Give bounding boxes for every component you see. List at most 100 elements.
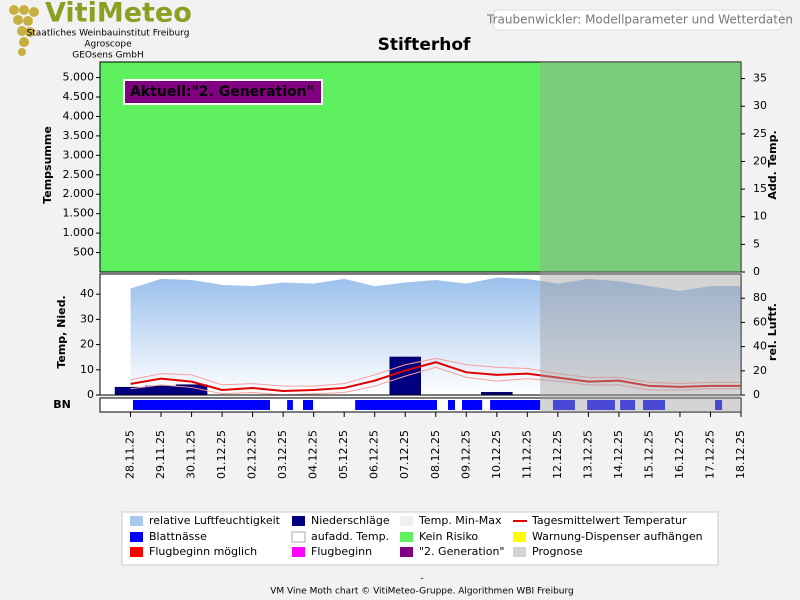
y-tick-label: 0 bbox=[87, 388, 94, 401]
y-tick-label: 10 bbox=[80, 363, 94, 376]
x-tick-label: 07.12.25 bbox=[398, 430, 411, 479]
institute: Staatliches Weinbauinstitut Freiburg bbox=[27, 29, 190, 39]
x-tick-label: 13.12.25 bbox=[581, 430, 594, 479]
legend-label: aufadd. Temp. bbox=[311, 530, 389, 543]
footer-dash: - bbox=[420, 574, 423, 584]
y2-tick-label: 10 bbox=[753, 210, 767, 223]
x-tick-label: 14.12.25 bbox=[612, 430, 625, 479]
x-tick-label: 05.12.25 bbox=[337, 430, 350, 479]
institute: Agroscope bbox=[84, 40, 132, 50]
mean-temp-line bbox=[130, 361, 741, 392]
x-tick-label: 18.12.25 bbox=[734, 430, 747, 479]
y2-tick-label: 15 bbox=[753, 182, 767, 195]
annotation: Aktuell:"2. Generation" bbox=[130, 84, 314, 100]
leaf-wetness bbox=[715, 400, 723, 410]
forecast-overlay bbox=[540, 62, 741, 412]
legend: relative Luftfeuchtigkeit Niederschläge Te… bbox=[130, 514, 703, 558]
x-tick-label: 17.12.25 bbox=[703, 430, 716, 479]
institute: GEOsens GmbH bbox=[72, 51, 143, 61]
humidity-area bbox=[130, 277, 741, 395]
leaf-wetness bbox=[552, 400, 575, 410]
leaf-wetness bbox=[620, 400, 636, 410]
y-tick-label: 2.500 bbox=[63, 168, 95, 181]
footer: VM Vine Moth chart © VitiMeteo-Gruppe. A… bbox=[270, 587, 574, 597]
x-tick-label: 01.12.25 bbox=[215, 430, 228, 479]
subtitle: Traubenwickler: Modellparameter und Wett… bbox=[486, 13, 793, 27]
annotation-box bbox=[123, 79, 323, 105]
legend-swatch bbox=[292, 547, 305, 557]
x-tick-label: 04.12.25 bbox=[307, 430, 320, 479]
legend-label: relative Luftfeuchtigkeit bbox=[149, 514, 281, 527]
legend-label: Niederschläge bbox=[311, 514, 390, 527]
legend-label: Flugbeginn möglich bbox=[149, 545, 257, 558]
legend-label: "2. Generation" bbox=[419, 545, 504, 558]
legend-swatch bbox=[400, 516, 413, 526]
legend-swatch bbox=[292, 516, 305, 526]
y-tick-label: 1.500 bbox=[63, 207, 95, 220]
y-tick-label: 2.000 bbox=[63, 187, 95, 200]
precip-bar bbox=[145, 385, 177, 396]
leaf-wetness bbox=[355, 400, 437, 410]
leaf-wetness bbox=[490, 400, 541, 410]
x-tick-label: 10.12.25 bbox=[490, 430, 503, 479]
legend-swatch bbox=[400, 532, 413, 542]
legend-swatch bbox=[513, 532, 526, 542]
logo-grapes bbox=[9, 5, 39, 56]
chart-title: Stifterhof bbox=[378, 35, 471, 55]
x-tick-label: 15.12.25 bbox=[642, 430, 655, 479]
legend-swatch bbox=[130, 532, 143, 542]
y2-axis-title: rel. Luftf. bbox=[766, 303, 779, 361]
y-tick-label: 4.000 bbox=[63, 109, 95, 122]
y-tick-label: 30 bbox=[80, 312, 94, 325]
x-tick-label: 02.12.25 bbox=[246, 430, 259, 479]
leaf-wetness bbox=[132, 400, 271, 410]
y2-tick-label: 20 bbox=[753, 364, 767, 377]
legend-swatch bbox=[513, 547, 526, 557]
y2-tick-label: 25 bbox=[753, 127, 767, 140]
x-tick-label: 09.12.25 bbox=[459, 430, 472, 479]
y2-tick-label: 35 bbox=[753, 72, 767, 85]
legend-label: Prognose bbox=[532, 545, 583, 558]
y-tick-label: 3.500 bbox=[63, 129, 95, 142]
leaf-wetness bbox=[302, 400, 314, 410]
y2-tick-label: 80 bbox=[753, 291, 767, 304]
x-tick-label: 12.12.25 bbox=[551, 430, 564, 479]
y2-tick-label: 60 bbox=[753, 315, 767, 328]
legend-swatch bbox=[291, 531, 306, 543]
leaf-wetness bbox=[447, 400, 455, 410]
panel-frame bbox=[99, 61, 742, 273]
y-axis-title: Temp, Nied. bbox=[55, 295, 68, 368]
x-tick-label: 16.12.25 bbox=[673, 430, 686, 479]
legend-label: Tagesmittelwert Temperatur bbox=[531, 514, 687, 527]
y-tick-label: 1.000 bbox=[63, 226, 95, 239]
y-tick-label: 3.000 bbox=[63, 148, 95, 161]
y2-tick-label: 20 bbox=[753, 154, 767, 167]
logo-text: VitiMeteo bbox=[45, 0, 192, 29]
y2-tick-label: 40 bbox=[753, 340, 767, 353]
legend-swatch bbox=[400, 547, 413, 557]
legend-box bbox=[121, 511, 719, 566]
leaf-wetness bbox=[287, 400, 293, 410]
x-tick-label: 30.11.25 bbox=[185, 430, 198, 479]
leaf-wetness bbox=[462, 400, 483, 410]
x-tick-label: 11.12.25 bbox=[520, 430, 533, 479]
y2-tick-label: 0 bbox=[753, 265, 760, 278]
y-tick-label: 20 bbox=[80, 338, 94, 351]
panel-frame bbox=[99, 273, 742, 396]
y-tick-label: 5.000 bbox=[63, 71, 95, 84]
legend-label: Flugbeginn bbox=[311, 545, 372, 558]
y-axis-title: Tempsumme bbox=[41, 126, 54, 204]
leaf-wetness bbox=[587, 400, 615, 410]
x-tick-label: 29.11.25 bbox=[154, 430, 167, 479]
legend-label: Kein Risiko bbox=[419, 530, 478, 543]
subtitle-box bbox=[492, 9, 783, 31]
legend-swatch bbox=[130, 516, 143, 526]
y2-tick-label: 30 bbox=[753, 99, 767, 112]
x-tick-label: 03.12.25 bbox=[276, 430, 289, 479]
legend-label: Warnung-Dispenser aufhängen bbox=[532, 530, 703, 543]
minmax-line bbox=[130, 357, 741, 387]
y-tick-label: 500 bbox=[73, 246, 94, 259]
y-tick-label: 40 bbox=[80, 287, 94, 300]
legend-label: Temp. Min-Max bbox=[418, 514, 502, 527]
